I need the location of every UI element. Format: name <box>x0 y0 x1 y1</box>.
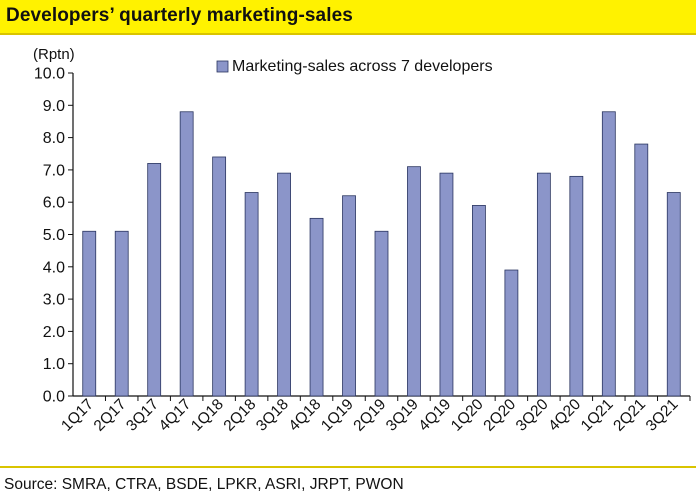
y-tick-label: 5.0 <box>43 227 65 244</box>
y-unit-label: (Rptn) <box>33 46 75 63</box>
x-tick-label: 4Q17 <box>156 396 195 435</box>
y-tick-label: 1.0 <box>43 356 65 373</box>
bar <box>82 230 97 397</box>
y-tick-label: 9.0 <box>43 98 65 115</box>
chart-title: Developers’ quarterly marketing-sales <box>6 5 353 26</box>
x-tick-label: 3Q18 <box>253 396 292 435</box>
bar <box>504 269 519 397</box>
x-tick-label: 1Q19 <box>318 396 357 435</box>
y-tick-label: 10.0 <box>34 66 65 83</box>
bar <box>634 143 649 397</box>
bar <box>374 230 389 397</box>
bar <box>277 172 291 397</box>
y-tick-label: 2.0 <box>43 324 65 341</box>
legend-label: Marketing-sales across 7 developers <box>232 58 493 75</box>
bar <box>212 156 227 397</box>
x-tick-label: 1Q20 <box>448 396 487 435</box>
y-tick-label: 6.0 <box>43 195 65 212</box>
y-tick-label: 4.0 <box>43 259 65 276</box>
bar <box>536 172 551 397</box>
bar <box>244 192 259 397</box>
bar-chart: (Rptn) 0.0 1.0 2.0 3.0 4.0 5.0 6.0 7.0 8.0 9.0 10.0… <box>33 46 691 435</box>
bar <box>407 166 421 397</box>
source-note: Source: SMRA, CTRA, BSDE, LPKR, ASRI, JR… <box>4 476 404 493</box>
bar <box>569 175 584 397</box>
bar <box>666 192 681 397</box>
bar <box>439 172 454 397</box>
x-tick-label: 2Q17 <box>91 396 130 435</box>
x-tick-label: 3Q20 <box>513 396 552 435</box>
x-tick-label: 2Q21 <box>610 396 649 435</box>
bar <box>342 195 356 397</box>
x-tick-label: 4Q18 <box>286 396 325 435</box>
bar <box>601 111 616 397</box>
x-tick-label: 1Q21 <box>578 396 617 435</box>
x-tick-label: 2Q18 <box>221 396 260 435</box>
bar <box>472 205 486 397</box>
footer-divider <box>0 466 696 468</box>
x-tick-label: 3Q19 <box>383 396 422 435</box>
y-tick-label: 0.0 <box>43 389 65 406</box>
bar <box>147 163 162 397</box>
bar <box>179 111 194 397</box>
title-bar: Developers’ quarterly marketing-sales <box>0 0 696 33</box>
x-tick-label: 4Q19 <box>415 396 454 435</box>
x-tick-label: 4Q20 <box>545 396 584 435</box>
y-tick-label: 7.0 <box>43 162 65 179</box>
y-tick-label: 8.0 <box>43 130 65 147</box>
y-tick-label: 3.0 <box>43 292 65 309</box>
bar <box>309 217 324 397</box>
x-tick-label: 2Q19 <box>350 396 389 435</box>
title-divider <box>0 33 696 35</box>
bar <box>114 230 129 397</box>
x-tick-label: 2Q20 <box>480 396 519 435</box>
x-tick-label: 1Q18 <box>188 396 227 435</box>
x-tick-label: 3Q17 <box>123 396 162 435</box>
x-tick-label: 3Q21 <box>643 396 682 435</box>
legend-swatch <box>216 60 229 73</box>
